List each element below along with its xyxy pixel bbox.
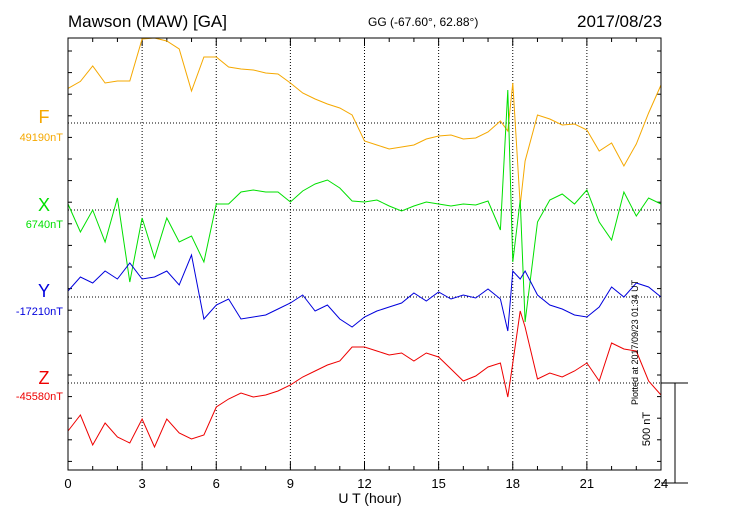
component-label-y: Y [37,281,50,301]
x-tick-label: 21 [580,476,594,491]
x-axis-label: U T (hour) [338,490,402,506]
plotted-timestamp: Plotted at 2017/09/23 01:34 UT [630,279,640,405]
baseline-label-z: -45580nT [15,391,63,403]
station-title: Mawson (MAW) [GA] [68,12,227,31]
component-label-x: X [37,195,50,215]
x-tick-label: 6 [213,476,220,491]
series-line-f [67,37,662,206]
component-label-f: F [38,107,50,127]
x-tick-label: 9 [287,476,294,491]
station-coordinates: GG (-67.60°, 62.88°) [368,15,479,29]
x-tick-label: 0 [64,476,71,491]
x-tick-label: 12 [357,476,371,491]
component-label-z: Z [38,368,50,388]
series-line-y [67,253,662,332]
date-label: 2017/08/23 [577,12,663,31]
baseline-label-f: 49190nT [19,132,63,144]
x-tick-label: 3 [139,476,146,491]
series-line-z [67,310,662,449]
baseline-label-x: 6740nT [25,219,63,231]
plot-frame [67,37,662,471]
series-line-x [67,89,662,323]
x-tick-label: 15 [431,476,445,491]
scale-bar-label: 500 nT [641,411,653,447]
baseline-label-y: -17210nT [15,306,63,318]
x-tick-label: 18 [506,476,520,491]
